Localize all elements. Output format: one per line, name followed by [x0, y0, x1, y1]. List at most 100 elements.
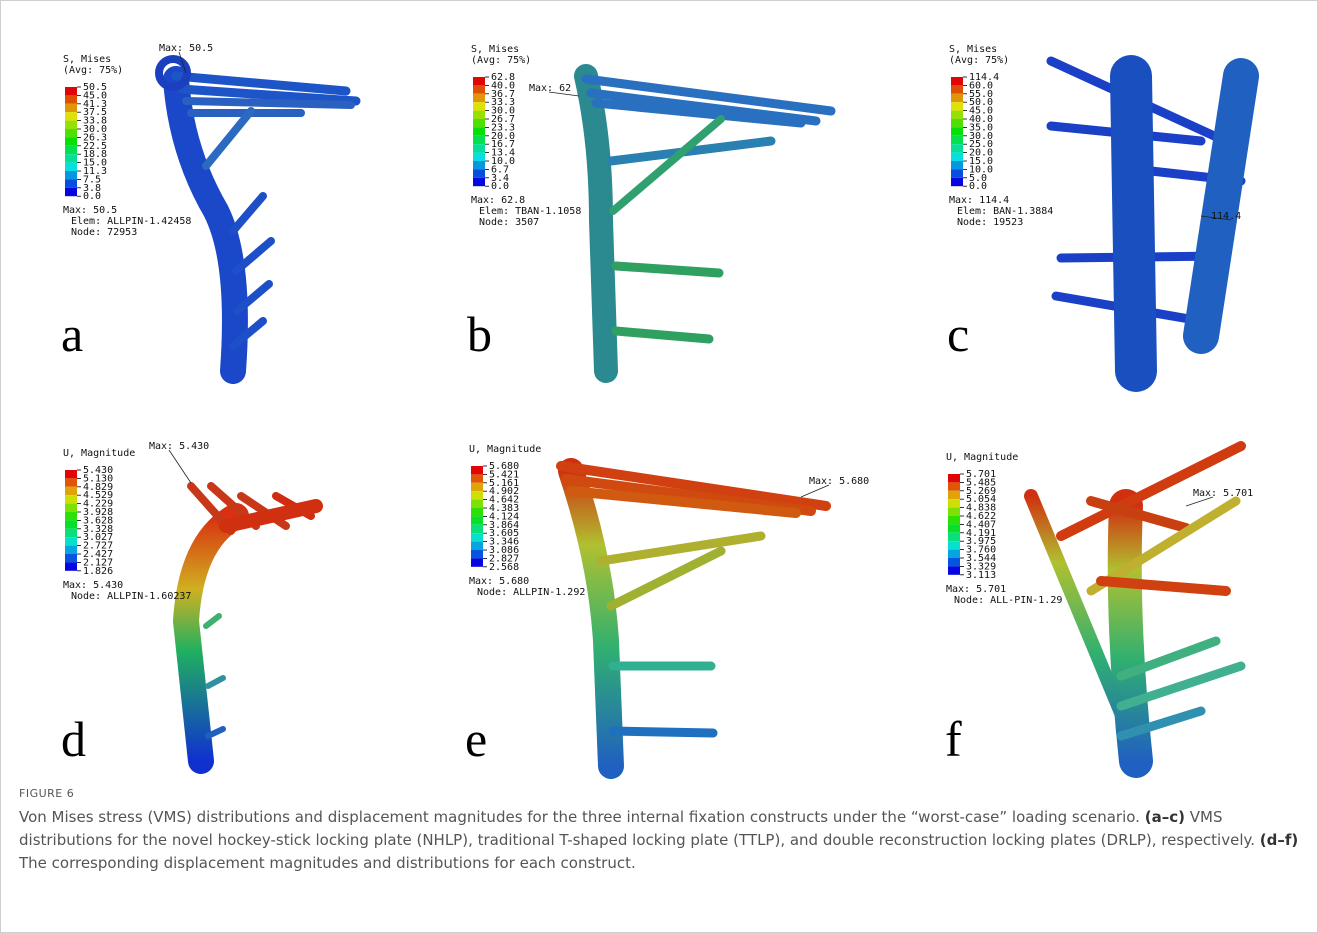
legend-band: [948, 474, 960, 482]
model-d: [186, 486, 316, 761]
legend-band: [65, 470, 77, 478]
legend-title: U, Magnitude: [63, 448, 135, 459]
legend-band: [65, 512, 77, 520]
info-line: Node: ALLPIN-1.292: [477, 587, 585, 598]
legend-band: [951, 144, 963, 152]
legend-band: [951, 119, 963, 127]
legend-band: [473, 153, 485, 161]
legend-band: [471, 525, 483, 533]
panel-letter: d: [61, 711, 86, 767]
legend-band: [65, 129, 77, 137]
info-line: Max: 50.5: [63, 205, 117, 216]
legend-band: [948, 533, 960, 541]
legend-band: [65, 87, 77, 95]
info-line: Node: 3507: [479, 217, 539, 228]
legend-band: [65, 137, 77, 145]
info-line: Node: ALL-PIN-1.29: [954, 595, 1062, 606]
legend-band: [473, 119, 485, 127]
legend-band: [473, 144, 485, 152]
legend-title: U, Magnitude: [469, 444, 541, 455]
info-line: Elem: BAN-1.3884: [957, 206, 1053, 217]
legend-title: S, Mises: [471, 44, 519, 55]
legend-band: [948, 499, 960, 507]
legend-band: [65, 121, 77, 129]
legend-title: (Avg: 75%): [949, 55, 1009, 66]
caption-sentence: The corresponding displacement magnitude…: [19, 854, 636, 872]
figure-page: S, Mises(Avg: 75%)50.545.041.337.533.830…: [0, 0, 1318, 933]
legend-band: [65, 146, 77, 154]
legend-band: [951, 85, 963, 93]
legend-band: [471, 491, 483, 499]
legend-band: [948, 558, 960, 566]
legend-band: [471, 466, 483, 474]
max-label: Max: 5.701: [1193, 488, 1253, 499]
legend-band: [65, 487, 77, 495]
panel-letter: e: [465, 711, 487, 767]
info-line: Node: 72953: [71, 227, 137, 238]
legend-band: [471, 500, 483, 508]
panel-letter: c: [947, 306, 969, 362]
legend-band: [471, 542, 483, 550]
legend-band: [951, 77, 963, 85]
info-line: Elem: ALLPIN-1.42458: [71, 216, 191, 227]
panel-letter: f: [945, 711, 962, 767]
model-b: [586, 76, 831, 371]
legend-band: [65, 478, 77, 486]
legend-band: [65, 554, 77, 562]
legend-band: [473, 178, 485, 186]
legend-band: [471, 533, 483, 541]
legend-band: [948, 566, 960, 574]
model-a: [159, 59, 356, 371]
legend-band: [948, 482, 960, 490]
caption-ref: (a–c): [1145, 808, 1185, 826]
legend-band: [951, 136, 963, 144]
legend-band: [65, 537, 77, 545]
legend-title: U, Magnitude: [946, 452, 1018, 463]
legend-title: S, Mises: [949, 44, 997, 55]
legend-band: [951, 169, 963, 177]
info-line: Max: 5.680: [469, 576, 529, 587]
info-line: Max: 62.8: [471, 195, 525, 206]
panel-letter: a: [61, 306, 83, 362]
legend-title: S, Mises: [63, 54, 111, 65]
legend-band: [948, 508, 960, 516]
panel-letter: b: [467, 306, 492, 362]
caption-label: FIGURE 6: [19, 787, 1299, 800]
info-line: Max: 5.430: [63, 580, 123, 591]
legend-band: [951, 94, 963, 102]
legend-band: [951, 161, 963, 169]
legend-band: [473, 127, 485, 135]
legend-band: [65, 95, 77, 103]
max-label: 114.4: [1211, 211, 1241, 222]
caption-sentence: Von Mises stress (VMS) distributions and…: [19, 808, 1140, 826]
legend-title: (Avg: 75%): [63, 65, 123, 76]
legend-band: [471, 508, 483, 516]
legend-band: [65, 546, 77, 554]
legend-band: [65, 171, 77, 179]
legend-band: [948, 516, 960, 524]
legend-band: [951, 111, 963, 119]
legend-band: [473, 85, 485, 93]
max-leader: [169, 450, 191, 483]
legend-band: [471, 483, 483, 491]
legend-band: [471, 558, 483, 566]
legend-band: [473, 161, 485, 169]
legend-band: [948, 550, 960, 558]
model-e: [561, 466, 826, 766]
legend-band: [951, 127, 963, 135]
legend-band: [473, 94, 485, 102]
legend-band: [951, 102, 963, 110]
legend-value: 1.826: [83, 566, 113, 577]
legend-band: [473, 102, 485, 110]
legend-band: [65, 495, 77, 503]
figure: S, Mises(Avg: 75%)50.545.041.337.533.830…: [1, 1, 1317, 781]
legend-band: [65, 188, 77, 196]
legend-band: [65, 154, 77, 162]
info-line: Elem: TBAN-1.1058: [479, 206, 581, 217]
legend-band: [473, 169, 485, 177]
legend-value: 0.0: [491, 181, 509, 192]
legend-band: [473, 136, 485, 144]
legend-title: (Avg: 75%): [471, 55, 531, 66]
info-line: Max: 114.4: [949, 195, 1009, 206]
legend-band: [951, 153, 963, 161]
